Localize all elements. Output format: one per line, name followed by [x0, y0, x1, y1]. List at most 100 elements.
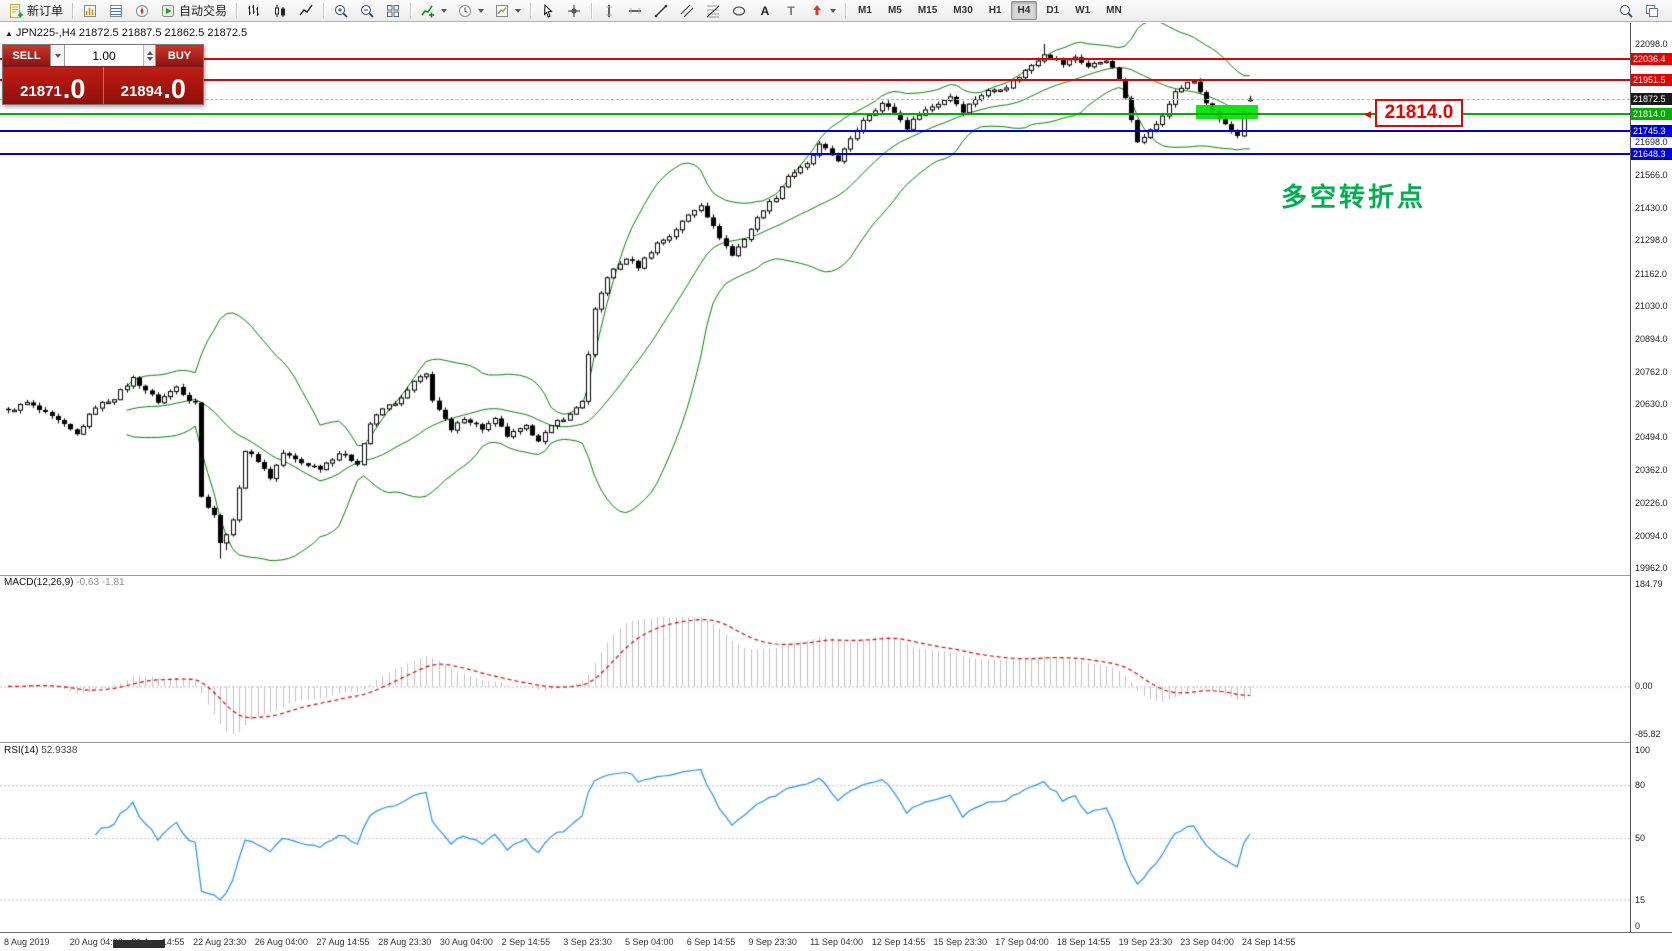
channel-button[interactable] — [675, 1, 699, 21]
horizontal-line-object[interactable] — [0, 129, 1630, 132]
indicators-button[interactable] — [416, 1, 451, 21]
buy-price[interactable]: 21894 .0 — [104, 67, 204, 104]
rsi-canvas[interactable] — [0, 744, 1630, 932]
periods-button[interactable] — [453, 1, 488, 21]
auto-trading-button[interactable]: 自动交易 — [156, 1, 231, 21]
trendline-button[interactable] — [649, 1, 673, 21]
price-tag: 21872.5 — [1631, 93, 1672, 106]
data-window-button[interactable] — [104, 1, 128, 21]
window-list-button[interactable] — [1640, 1, 1664, 21]
time-axis[interactable]: 8 Aug 2019 20 Aug 04:00 21 Aug 14:55 22 Aug… — [0, 933, 1672, 951]
panel-separator[interactable] — [0, 575, 1672, 576]
volume-field-wrap — [65, 45, 143, 66]
price-axis[interactable]: 22098.0 21698.0 21566.0 21430.0 21298.0 21162… — [1630, 23, 1672, 932]
time-axis-label: 17 Sep 04:00 — [995, 937, 1049, 947]
arrows-button[interactable] — [805, 1, 840, 21]
scrollbar-thumb[interactable] — [113, 940, 165, 948]
timeframe-d1[interactable]: D1 — [1046, 5, 1060, 16]
macd-canvas[interactable] — [0, 576, 1630, 742]
fibonacci-button[interactable] — [701, 1, 725, 21]
rsi-label: RSI(14) 52.9338 — [4, 745, 77, 756]
price-scale-label: 21162.0 — [1635, 268, 1667, 279]
zoom-out-button[interactable] — [355, 1, 379, 21]
trendline-icon — [653, 3, 669, 19]
horizontal-line-object[interactable] — [0, 58, 1630, 61]
trade-panel-divider — [102, 67, 104, 104]
trade-panel-top-row: SELL BUY — [3, 45, 203, 67]
zoom-in-button[interactable] — [329, 1, 353, 21]
price-chart-canvas[interactable] — [0, 23, 1630, 575]
turning-point-annotation[interactable]: 多空转折点 — [1281, 182, 1427, 212]
timeframe-m5[interactable]: M5 — [887, 5, 902, 16]
buy-button[interactable]: BUY — [156, 45, 203, 66]
price-scale-label: 21298.0 — [1635, 235, 1668, 246]
buy-price-main: 21894 — [120, 83, 163, 100]
price-scale-label: 20494.0 — [1635, 432, 1668, 443]
price-tag: 22036.4 — [1631, 53, 1672, 66]
text-button[interactable]: A — [753, 1, 777, 21]
market-watch-button[interactable] — [78, 1, 102, 21]
price-scale-label: 21566.0 — [1635, 169, 1668, 180]
price-scale-label: 21030.0 — [1635, 301, 1668, 311]
horizontal-line-button[interactable] — [623, 1, 647, 21]
vertical-line-button[interactable] — [597, 1, 621, 21]
shapes-button[interactable] — [727, 1, 751, 21]
step-up-icon — [146, 50, 153, 55]
trade-panel-price-row: 21871 .0 21894 .0 — [3, 67, 203, 104]
cursor-button[interactable] — [536, 1, 560, 21]
timeframe-h4[interactable]: H4 — [1010, 1, 1038, 20]
navigator-button[interactable] — [130, 1, 154, 21]
new-order-button[interactable]: 新订单 — [4, 1, 67, 21]
sell-price[interactable]: 21871 .0 — [3, 67, 103, 104]
chart-marker-icon: ▲ — [5, 29, 13, 38]
macd-name: MACD(12,26,9) — [4, 577, 74, 588]
tile-windows-icon — [385, 3, 401, 19]
price-chart-overlay: ▲ JPN225-,H4 21872.5 21887.5 21862.5 2187… — [0, 23, 1630, 575]
timeframe-m1[interactable]: M1 — [858, 5, 872, 16]
auto-trading-icon — [160, 3, 176, 19]
step-down-icon — [146, 56, 153, 61]
panel-separator[interactable] — [0, 742, 1672, 743]
volume-stepper[interactable] — [143, 45, 156, 66]
rsi-axis-label: 15 — [1635, 894, 1646, 905]
horizontal-line-object[interactable] — [0, 153, 1630, 156]
chart-bars-button[interactable] — [242, 1, 266, 21]
highlight-rectangle[interactable] — [1196, 105, 1258, 120]
price-tag: 21814.0 — [1631, 107, 1672, 120]
timeframe-m15[interactable]: M15 — [917, 5, 938, 16]
time-axis-label: 18 Sep 14:55 — [1056, 937, 1111, 947]
timeframe-m30[interactable]: M30 — [953, 5, 973, 16]
toolbar-separator — [530, 2, 532, 19]
price-scale-label: 20894.0 — [1635, 334, 1668, 345]
volume-input[interactable] — [65, 45, 143, 66]
chart-candles-button[interactable] — [268, 1, 292, 21]
timeframe-mn[interactable]: MN — [1106, 5, 1122, 16]
tile-windows-button[interactable] — [381, 1, 405, 21]
timeframe-h1[interactable]: H1 — [988, 5, 1002, 16]
rsi-axis-label: 100 — [1635, 745, 1651, 755]
horizontal-line-object[interactable] — [0, 112, 1630, 115]
time-axis-label: 19 Sep 23:30 — [1118, 937, 1173, 947]
timeframe-w1[interactable]: W1 — [1075, 5, 1091, 16]
templates-button[interactable] — [490, 1, 525, 21]
text-label-icon: T — [783, 3, 799, 19]
sell-button[interactable]: SELL — [3, 45, 50, 66]
macd-axis-label: -85.82 — [1635, 729, 1661, 739]
price-annotation-label[interactable]: ◀ 21814.0 — [1364, 99, 1463, 127]
price-scale-label: 20762.0 — [1635, 366, 1668, 377]
time-axis-label: 30 Aug 04:00 — [439, 937, 493, 947]
text-label-button[interactable]: T — [779, 1, 803, 21]
time-axis-label: 21 Aug 14:55 — [131, 937, 185, 947]
caret-down-icon — [54, 53, 61, 58]
volume-dropdown-button[interactable] — [50, 45, 65, 66]
caret-down-icon — [441, 8, 448, 13]
chart-line-button[interactable] — [294, 1, 318, 21]
svg-text:T: T — [787, 4, 795, 18]
indicators-icon — [420, 3, 436, 19]
rsi-axis-label: 0 — [1635, 921, 1641, 931]
search-button[interactable] — [1614, 1, 1638, 21]
crosshair-button[interactable] — [562, 1, 586, 21]
horizontal-line-object[interactable] — [0, 78, 1630, 81]
toolbar-separator — [591, 2, 593, 19]
